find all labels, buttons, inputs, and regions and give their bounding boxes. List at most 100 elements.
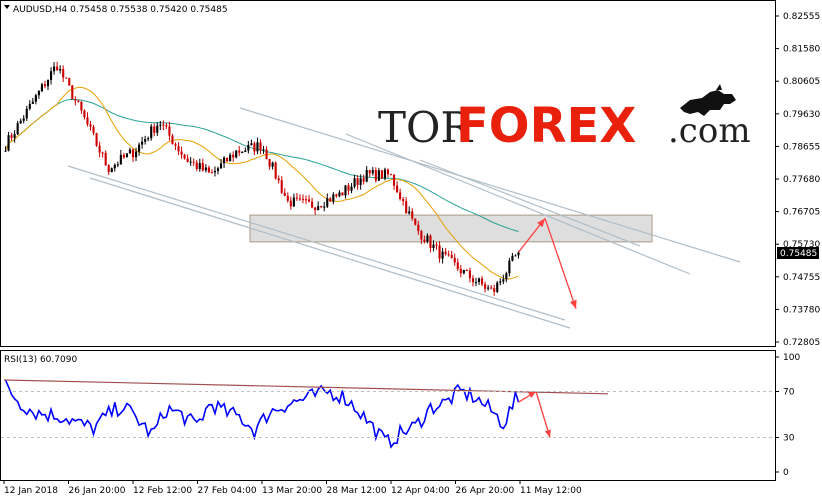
price-tick-label: 0.81580 xyxy=(783,45,820,55)
candle-body xyxy=(101,152,104,154)
candle-body xyxy=(168,126,171,136)
candle-body xyxy=(116,164,119,166)
candle-body xyxy=(323,206,326,208)
rsi-tick-label: 100 xyxy=(783,353,800,363)
candle-body xyxy=(10,135,13,138)
candle-body xyxy=(28,103,31,109)
candle-body xyxy=(107,165,110,172)
candle-body xyxy=(326,198,329,207)
candle-body xyxy=(459,268,462,274)
candle-body xyxy=(43,84,47,87)
rsi-forecast-arrow-head xyxy=(528,391,536,398)
candle-body xyxy=(104,152,107,166)
candle-body xyxy=(508,260,511,274)
candle-body xyxy=(68,78,71,86)
candle-body xyxy=(417,224,420,232)
candle-body xyxy=(183,154,186,159)
candle-body xyxy=(92,126,95,134)
candle-body xyxy=(429,235,432,249)
candle-body xyxy=(371,170,374,174)
candle-body xyxy=(490,287,493,289)
candle-body xyxy=(332,194,335,202)
candle-body xyxy=(447,254,450,256)
candle-body xyxy=(53,66,56,72)
time-tick-label: 27 Feb 04:00 xyxy=(198,486,257,496)
candle-body xyxy=(368,170,371,174)
candle-body xyxy=(89,124,92,127)
candle-body xyxy=(274,162,277,179)
candle-body xyxy=(414,218,417,225)
candle-body xyxy=(153,126,156,133)
candle-body xyxy=(389,174,393,176)
logo-com-text: .com xyxy=(668,111,751,151)
candle-body xyxy=(289,200,292,207)
candle-body xyxy=(392,174,396,186)
price-tick-label: 0.75730 xyxy=(783,240,820,250)
candle-body xyxy=(256,142,259,152)
candle-body xyxy=(56,66,59,71)
candle-body xyxy=(514,255,517,257)
candle-body xyxy=(180,151,183,155)
ma-slow-line xyxy=(5,99,519,232)
channel-line xyxy=(67,165,566,321)
candle-body xyxy=(441,251,444,259)
time-tick-label: 12 Jan 2018 xyxy=(4,486,58,496)
candle-body xyxy=(347,185,350,191)
candle-body xyxy=(253,143,256,152)
candle-body xyxy=(150,126,153,139)
candle-body xyxy=(374,170,377,181)
time-tick-label: 12 Apr 04:00 xyxy=(391,486,450,496)
channel-line xyxy=(419,159,641,247)
candle-body xyxy=(131,149,135,158)
time-tick-label: 11 May 12:00 xyxy=(520,486,582,496)
candle-body xyxy=(474,282,478,284)
candle-body xyxy=(177,145,180,152)
candle-body xyxy=(219,163,223,169)
candle-body xyxy=(265,149,268,160)
candle-body xyxy=(450,255,453,258)
candle-body xyxy=(511,255,514,261)
candle-body xyxy=(462,270,465,274)
candle-body xyxy=(247,145,250,151)
candle-body xyxy=(119,154,122,165)
price-tick-label: 0.77680 xyxy=(783,175,820,185)
candle-body xyxy=(496,282,499,292)
price-tick-label: 0.74755 xyxy=(783,273,820,283)
candle-body xyxy=(226,157,229,162)
candle-body xyxy=(353,178,356,187)
candle-body xyxy=(62,69,65,78)
candle-body xyxy=(304,199,308,201)
candle-body xyxy=(477,278,481,283)
candle-body xyxy=(138,144,141,152)
candle-body xyxy=(25,108,28,119)
candle-body xyxy=(292,197,295,207)
candle-body xyxy=(298,198,302,200)
candle-body xyxy=(402,198,405,202)
candle-body xyxy=(493,288,496,292)
candle-body xyxy=(499,281,502,283)
bull-icon xyxy=(680,84,736,116)
candle-body xyxy=(22,118,25,121)
candle-body xyxy=(46,79,50,87)
candle-body xyxy=(86,117,89,125)
candle-body xyxy=(280,180,283,193)
candle-body xyxy=(113,164,116,169)
candle-body xyxy=(399,192,402,199)
candle-body xyxy=(195,162,198,170)
candle-body xyxy=(268,159,271,167)
rsi-tick-label: 0 xyxy=(783,468,789,478)
candle-body xyxy=(301,198,305,200)
candle-body xyxy=(59,69,62,71)
candle-body xyxy=(171,135,174,145)
candle-body xyxy=(238,150,241,153)
candle-body xyxy=(396,185,399,193)
candle-body xyxy=(465,270,468,272)
price-tick-label: 0.80605 xyxy=(783,77,820,87)
candle-body xyxy=(341,192,344,196)
candle-body xyxy=(232,154,235,158)
forecast-arrow-head xyxy=(537,218,545,228)
candle-body xyxy=(502,279,505,282)
candle-body xyxy=(380,170,383,179)
logo-forex-text: FOREX xyxy=(456,98,636,154)
